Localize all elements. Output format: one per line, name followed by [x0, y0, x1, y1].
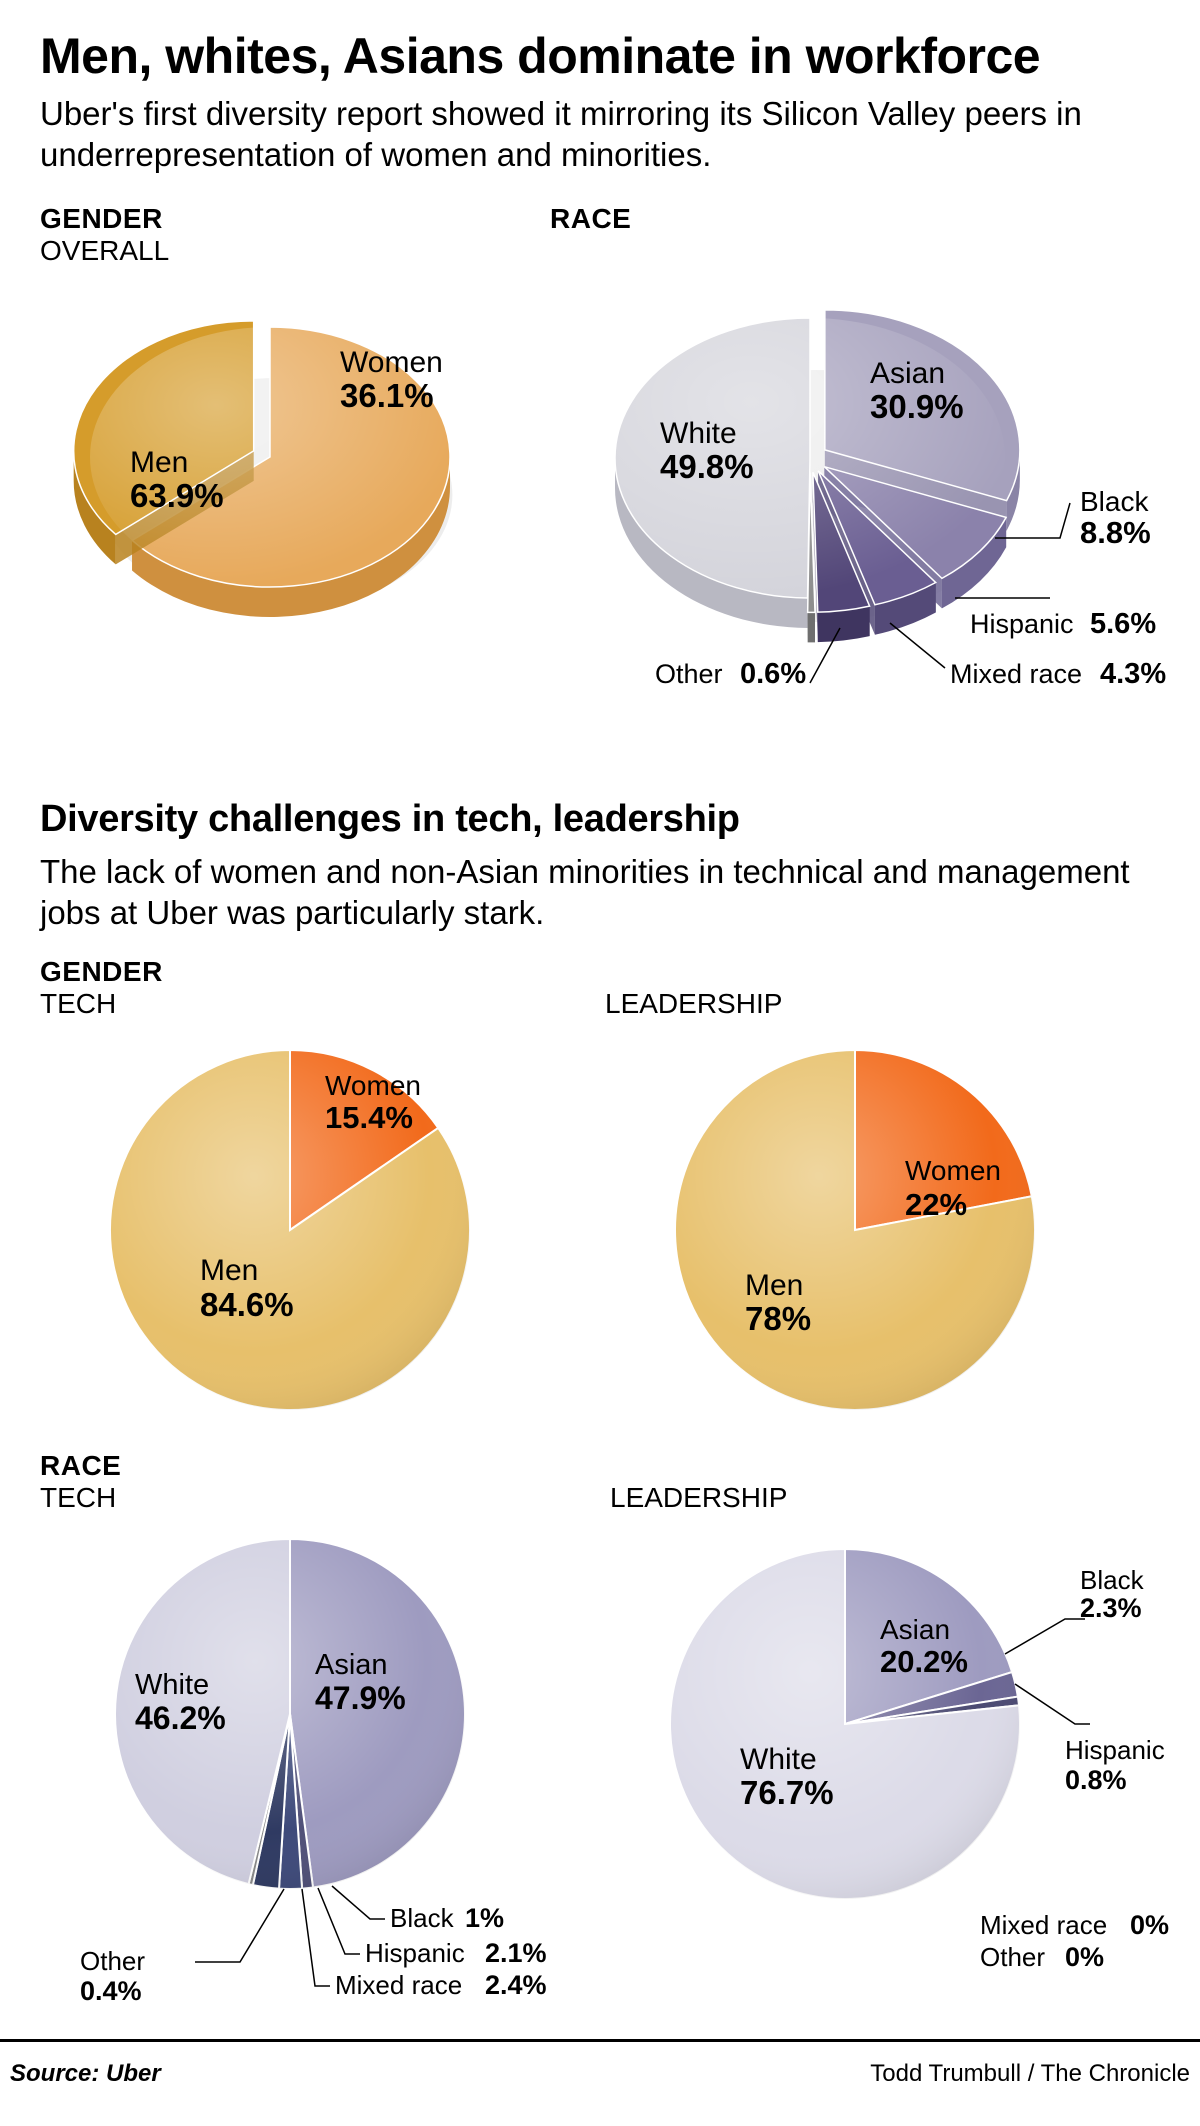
svg-text:Other: Other	[655, 659, 723, 689]
row-race-roles: TECH Asian47.9%White46.2%Black 1%Hispani…	[40, 1482, 1160, 2014]
svg-text:Asian: Asian	[315, 1649, 388, 1681]
svg-text:Women: Women	[340, 346, 443, 379]
svg-text:20.2%: 20.2%	[880, 1644, 968, 1679]
svg-text:2.1%: 2.1%	[485, 1938, 547, 1968]
svg-text:36.1%: 36.1%	[340, 377, 434, 414]
svg-text:8.8%: 8.8%	[1080, 515, 1151, 550]
page-title: Men, whites, Asians dominate in workforc…	[40, 30, 1160, 83]
svg-text:1%: 1%	[465, 1903, 504, 1933]
svg-text:0%: 0%	[1065, 1942, 1104, 1972]
chart-gender-tech: Women15.4% Men84.6%	[40, 1020, 595, 1420]
svg-text:Men: Men	[200, 1254, 258, 1287]
chart-gender-overall: Women36.1% Men63.9%	[40, 267, 540, 647]
svg-text:63.9%: 63.9%	[130, 477, 224, 514]
footer-source: Source: Uber	[10, 2060, 161, 2088]
svg-text:46.2%: 46.2%	[135, 1700, 226, 1736]
row-overall: GENDER OVERALL Women36.1%Men63.9% RACE A…	[40, 175, 1160, 743]
subheading-tech-2: TECH	[40, 1482, 600, 1514]
footer-credit: Todd Trumbull / The Chronicle	[870, 2060, 1190, 2088]
svg-text:15.4%: 15.4%	[325, 1100, 413, 1135]
svg-text:Asian: Asian	[870, 357, 945, 390]
chart-race-overall: Asian30.9% White49.8% Black8.8% Hispanic 5.…	[550, 263, 1190, 743]
svg-text:Black: Black	[1080, 1565, 1145, 1595]
svg-text:White: White	[740, 1743, 817, 1776]
subheading-tech-1: TECH	[40, 988, 595, 1020]
svg-text:84.6%: 84.6%	[200, 1286, 294, 1323]
svg-text:0.4%: 0.4%	[80, 1976, 142, 2006]
svg-text:47.9%: 47.9%	[315, 1680, 406, 1716]
svg-text:Women: Women	[325, 1070, 421, 1101]
svg-text:Other: Other	[80, 1946, 145, 1976]
svg-text:22%: 22%	[905, 1187, 967, 1222]
svg-text:Other: Other	[980, 1942, 1045, 1972]
section2-title: Diversity challenges in tech, leadership	[40, 798, 1160, 841]
svg-text:White: White	[660, 417, 737, 450]
svg-text:78%: 78%	[745, 1300, 811, 1337]
svg-text:0.6%: 0.6%	[740, 658, 806, 690]
chart-gender-leadership: Women22% Men78%	[605, 1020, 1160, 1420]
subheading-leadership-2: LEADERSHIP	[610, 1482, 1170, 1514]
svg-text:4.3%: 4.3%	[1100, 658, 1166, 690]
svg-text:49.8%: 49.8%	[660, 448, 754, 485]
svg-text:0%: 0%	[1130, 1910, 1169, 1940]
row-gender-roles: TECH Women15.4%Men84.6% LEADERSHIP Women…	[40, 988, 1160, 1420]
svg-text:2.3%: 2.3%	[1080, 1593, 1142, 1623]
svg-text:Black: Black	[1080, 486, 1149, 517]
heading-gender-2: GENDER	[40, 956, 1160, 988]
svg-text:Black: Black	[390, 1903, 455, 1933]
heading-race-2: RACE	[40, 1450, 1160, 1482]
svg-text:White: White	[135, 1669, 209, 1701]
svg-text:Hispanic: Hispanic	[365, 1938, 465, 1968]
page-subtitle: Uber's first diversity report showed it …	[40, 93, 1160, 176]
page-footer: Source: Uber Todd Trumbull / The Chronic…	[0, 2039, 1200, 2102]
svg-text:2.4%: 2.4%	[485, 1970, 547, 2000]
svg-text:Hispanic: Hispanic	[1065, 1735, 1165, 1765]
section2-subtitle: The lack of women and non-Asian minoriti…	[40, 851, 1160, 934]
svg-text:Mixed race: Mixed race	[335, 1970, 462, 2000]
svg-text:5.6%: 5.6%	[1090, 608, 1156, 640]
chart-race-leadership: Asian20.2% White76.7% Black2.3% Hispanic0.8…	[610, 1514, 1170, 2014]
svg-text:Women: Women	[905, 1155, 1001, 1186]
svg-text:76.7%: 76.7%	[740, 1774, 834, 1811]
heading-gender: GENDER	[40, 203, 540, 235]
chart-race-tech: Asian47.9% White46.2% Black 1%Hispanic 2.1…	[40, 1514, 600, 2014]
svg-text:Hispanic: Hispanic	[970, 609, 1074, 639]
subheading-overall: OVERALL	[40, 235, 540, 267]
infographic-page: Men, whites, Asians dominate in workforc…	[0, 0, 1200, 2014]
svg-text:30.9%: 30.9%	[870, 388, 964, 425]
svg-text:Mixed race: Mixed race	[950, 659, 1082, 689]
svg-text:Mixed race: Mixed race	[980, 1910, 1107, 1940]
svg-text:0.8%: 0.8%	[1065, 1765, 1127, 1795]
svg-text:Men: Men	[745, 1269, 803, 1302]
svg-text:Asian: Asian	[880, 1614, 950, 1645]
heading-race: RACE	[550, 203, 1190, 235]
svg-text:Men: Men	[130, 446, 188, 479]
subheading-leadership-1: LEADERSHIP	[605, 988, 1160, 1020]
